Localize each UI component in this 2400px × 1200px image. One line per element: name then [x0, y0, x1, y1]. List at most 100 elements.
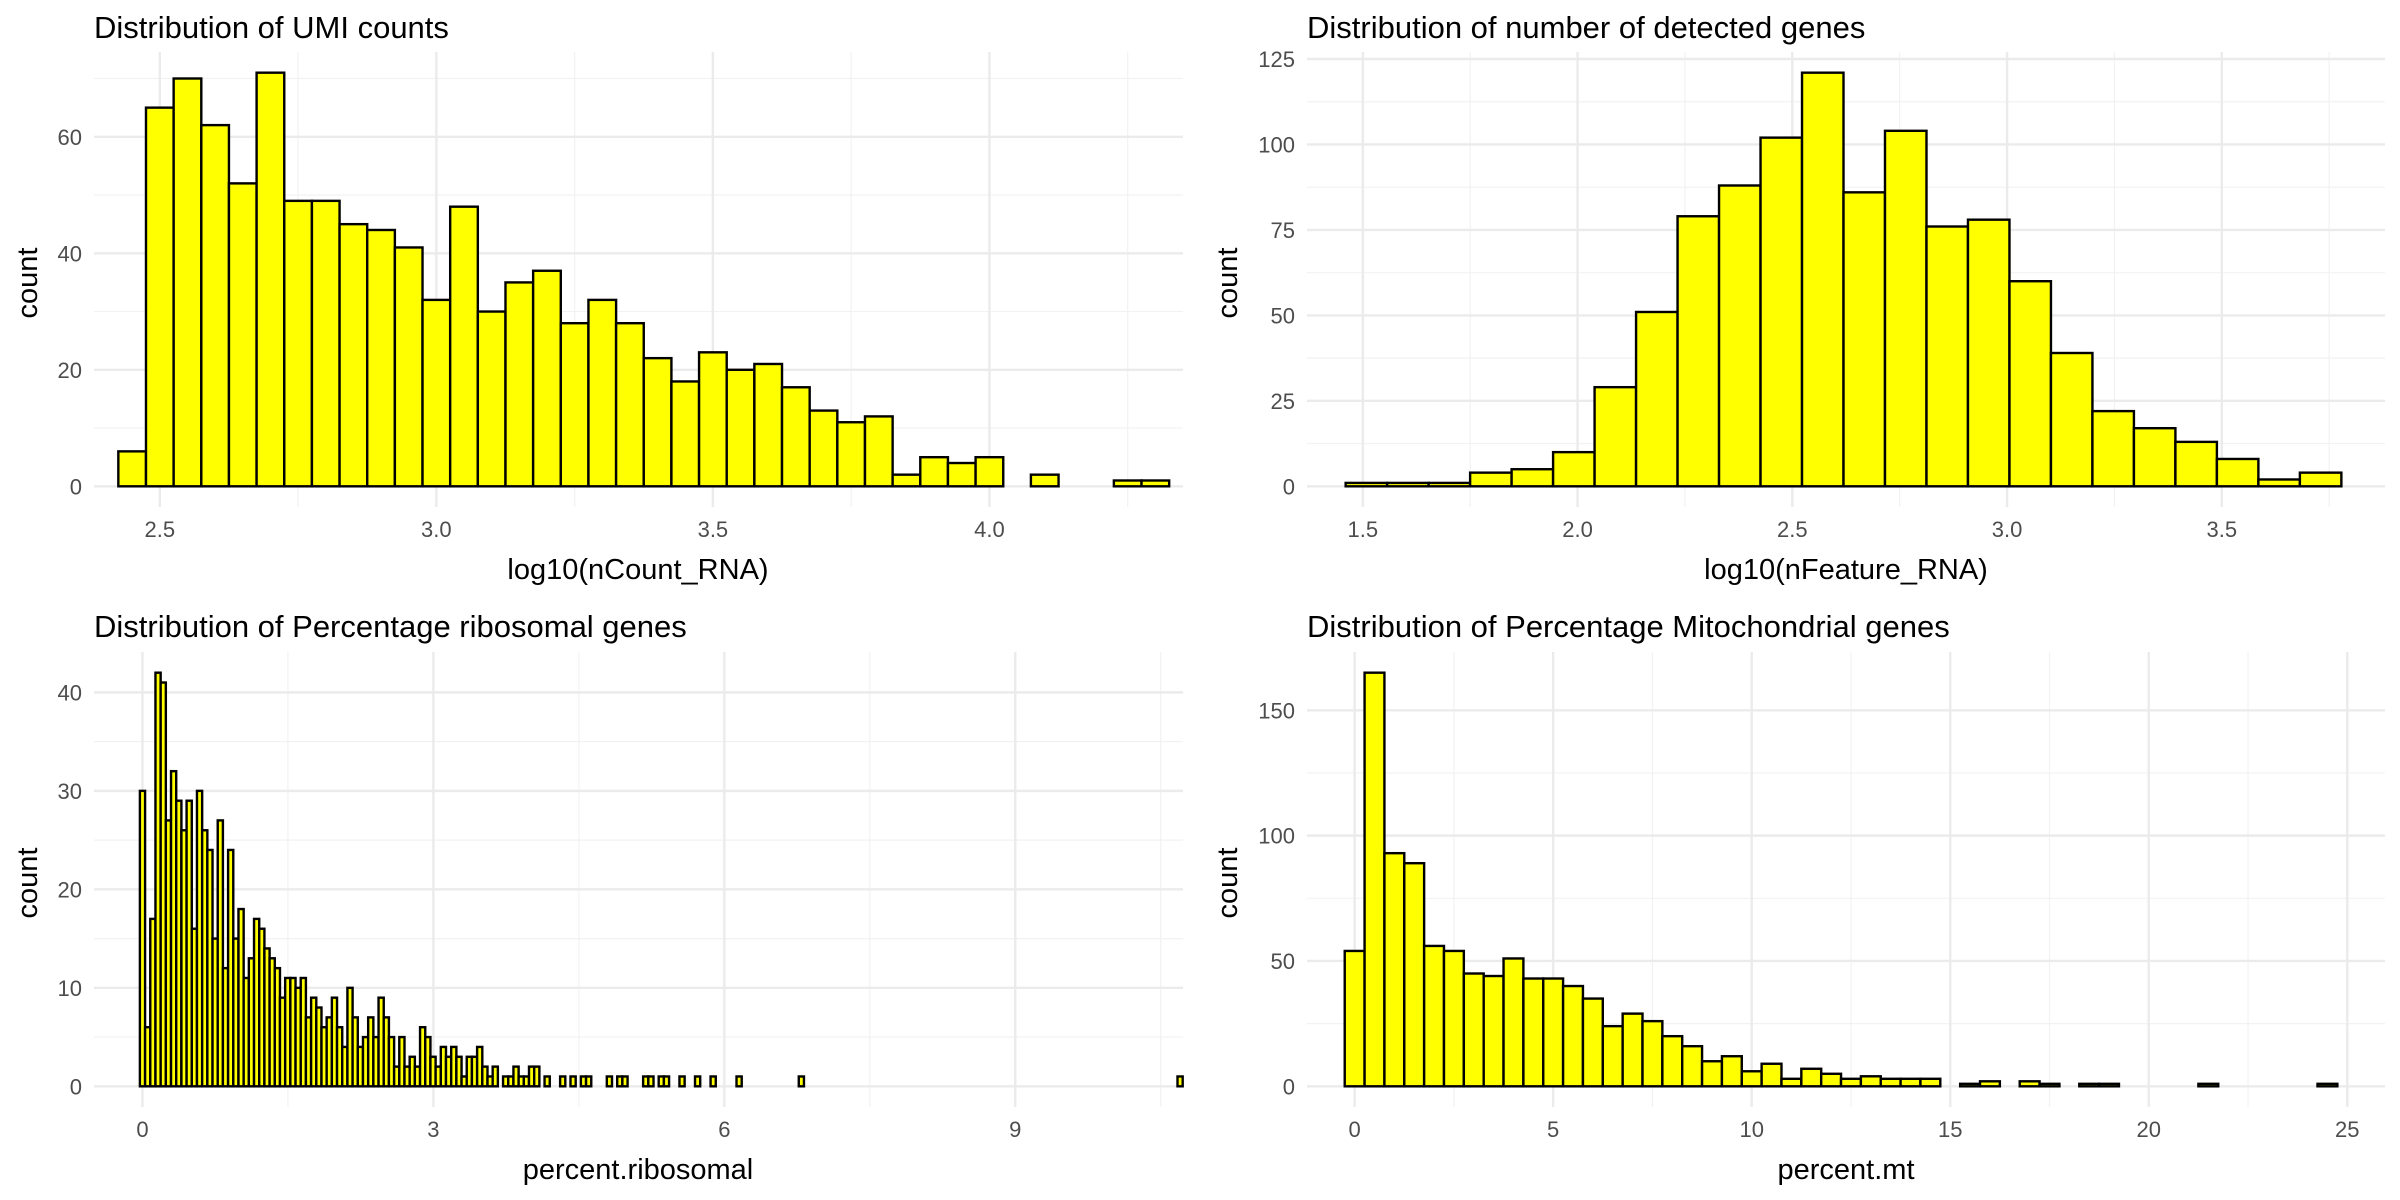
histogram-bar — [558, 1075, 567, 1088]
histogram-bar — [946, 461, 977, 488]
histogram-bar — [614, 321, 645, 488]
y-axis-title: count — [1212, 248, 1244, 319]
x-tick-label: 5 — [1547, 1117, 1559, 1142]
histogram-bar — [172, 77, 203, 488]
histogram-bar — [1919, 1077, 1942, 1088]
histogram-bar — [1468, 471, 1513, 488]
histogram-bar — [569, 1075, 577, 1088]
bars — [117, 71, 1171, 488]
histogram-bar — [1029, 473, 1060, 488]
histogram-bar — [753, 362, 784, 488]
histogram-bar — [1422, 944, 1446, 1088]
histogram-bar — [2197, 1082, 2220, 1088]
histogram-bar — [1780, 1077, 1803, 1088]
histogram-bar — [1383, 851, 1406, 1088]
histogram-bar — [543, 1075, 551, 1088]
x-axis-title: percent.ribosomal — [523, 1154, 754, 1186]
histogram-bar — [1958, 1082, 1982, 1088]
histogram-bar — [1140, 479, 1171, 488]
y-tick-label: 60 — [58, 125, 82, 150]
x-tick-label: 3.0 — [421, 517, 452, 542]
histogram-bar — [1343, 949, 1366, 1088]
x-tick-label: 3.5 — [698, 517, 729, 542]
histogram-bar — [117, 450, 148, 488]
y-tick-label: 10 — [58, 976, 82, 1001]
x-axis-title: log10(nFeature_RNA) — [1704, 554, 1988, 586]
x-tick-label: 25 — [2335, 1117, 2359, 1142]
x-tick-label: 15 — [1938, 1117, 1962, 1142]
histogram-bar — [891, 473, 922, 488]
y-tick-label: 0 — [70, 474, 82, 499]
histogram-bar — [1502, 957, 1525, 1088]
bars — [1343, 671, 2339, 1088]
histogram-bar — [1634, 310, 1679, 488]
histogram-bar — [1978, 1080, 2002, 1088]
panel-mitochondrial-genes: Distribution of Percentage Mitochondrial… — [1212, 609, 2385, 1186]
y-tick-label: 30 — [58, 779, 82, 804]
histogram-bar — [974, 455, 1005, 488]
x-tick-labels: 0 5 10 15 20 25 — [1349, 1117, 2360, 1142]
histogram-bar — [584, 1075, 593, 1088]
histogram-bar — [1641, 1019, 1664, 1088]
histogram-bar — [387, 1035, 396, 1088]
x-tick-label: 4.0 — [974, 517, 1005, 542]
histogram-bar — [1681, 1045, 1704, 1088]
histogram-bar — [2316, 1082, 2339, 1088]
histogram-bar — [1344, 481, 1389, 488]
histogram-bar — [1403, 862, 1426, 1088]
histogram-bar — [1551, 450, 1596, 488]
histogram-bar — [1883, 129, 1928, 488]
bars — [1344, 71, 2343, 488]
histogram-bar — [1740, 1070, 1763, 1088]
y-tick-labels: 0 10 20 30 40 — [58, 680, 82, 1099]
histogram-bar — [255, 71, 286, 488]
histogram-bar — [1462, 972, 1485, 1088]
x-tick-label: 3.5 — [2207, 517, 2238, 542]
histogram-bar — [2078, 1082, 2101, 1088]
x-tick-label: 1.5 — [1348, 517, 1379, 542]
histogram-bar — [1112, 479, 1143, 488]
histogram-bar — [455, 1055, 463, 1088]
chart-title: Distribution of UMI counts — [94, 10, 449, 45]
histogram-bar — [1717, 184, 1762, 488]
histogram-bar — [621, 1075, 629, 1088]
histogram-bar — [532, 1065, 541, 1088]
histogram-bar — [1593, 385, 1638, 488]
histogram-bar — [559, 321, 590, 488]
histogram-bar — [216, 819, 225, 1088]
histogram-bar — [310, 199, 341, 488]
chart-title: Distribution of Percentage Mitochondrial… — [1307, 609, 1950, 644]
histogram-bar — [2215, 457, 2260, 488]
y-tick-label: 50 — [1271, 303, 1295, 328]
x-axis-title: percent.mt — [1778, 1154, 1915, 1186]
histogram-bar — [283, 199, 314, 488]
histogram-bar — [1661, 1034, 1684, 1088]
histogram-bar — [662, 1075, 671, 1088]
histogram-bar — [1427, 481, 1472, 488]
histogram-bar — [725, 368, 756, 488]
x-tick-label: 2.5 — [145, 517, 176, 542]
histogram-bar — [1363, 671, 1386, 1088]
histogram-bar — [1759, 136, 1804, 488]
histogram-bar — [693, 1075, 702, 1088]
histogram-bar — [491, 1065, 500, 1088]
histogram-bar — [1482, 974, 1505, 1088]
panel-detected-genes: Distribution of number of detected genes… — [1212, 10, 2385, 586]
x-tick-label: 9 — [1009, 1117, 1021, 1142]
histogram-bar — [1522, 977, 1545, 1088]
histogram-bar — [2018, 1080, 2041, 1088]
y-tick-label: 0 — [1283, 1074, 1295, 1099]
panel-ribosomal-genes: Distribution of Percentage ribosomal gen… — [12, 609, 1184, 1186]
y-tick-label: 100 — [1258, 132, 1295, 157]
y-tick-label: 100 — [1258, 824, 1295, 849]
histogram-bar — [697, 351, 728, 488]
histogram-bar — [587, 298, 618, 488]
x-tick-label: 0 — [136, 1117, 148, 1142]
y-tick-label: 125 — [1258, 47, 1295, 72]
y-tick-labels: 0 20 40 60 — [58, 125, 82, 500]
histogram-bar — [2049, 351, 2094, 488]
histogram-bar — [678, 1075, 686, 1088]
y-axis-title: count — [1212, 848, 1244, 919]
histogram-bar — [476, 310, 507, 488]
